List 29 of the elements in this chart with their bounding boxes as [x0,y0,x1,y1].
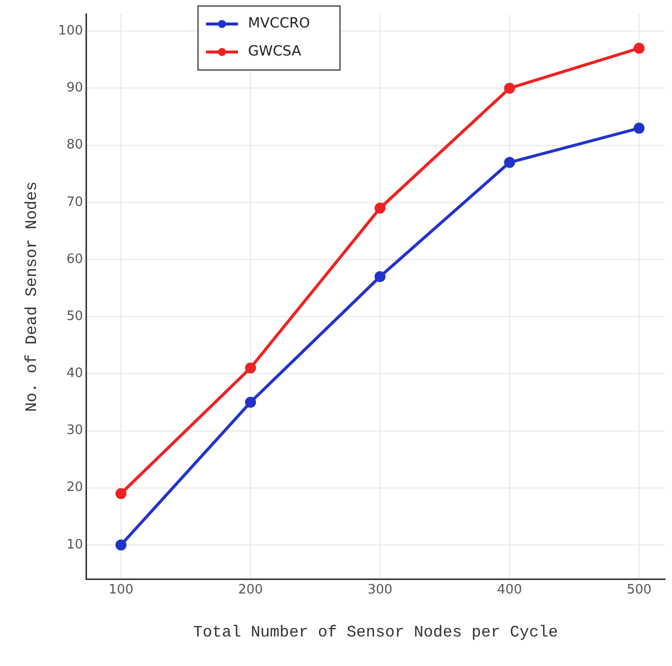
y-tick-label: 40 [66,366,84,382]
point [504,82,516,94]
y-tick-label: 60 [66,252,84,267]
y-tick-label: 100 [58,24,84,38]
point [115,539,126,550]
point [374,202,386,214]
point [245,396,256,408]
y-tick-label: 80 [66,138,84,153]
y-tick-label: 10 [66,537,84,552]
x-tick-label: 300 [368,582,392,598]
x-tick-label: 100 [108,582,134,598]
point [245,362,256,374]
x-axis-title: Total Number of Sensor Nodes per Cycle [193,624,558,642]
x-tick-label: 400 [497,582,522,598]
y-tick-label: 90 [66,80,84,96]
x-tick-label: 500 [626,582,652,598]
y-tick-label: 70 [66,194,84,210]
point [634,42,645,54]
y-axis-title: No. of Dead Sensor Nodes [22,181,41,412]
x-tick-label: 200 [238,582,263,598]
point [634,122,645,134]
y-tick-label: 50 [66,308,84,324]
y-tick-label: 30 [66,423,84,438]
legend-label: MVCCRO [248,16,310,32]
legend-label: GWCSA [248,44,302,60]
y-tick-label: 20 [66,480,84,496]
point [115,488,126,500]
point [504,156,516,168]
point [374,271,386,282]
